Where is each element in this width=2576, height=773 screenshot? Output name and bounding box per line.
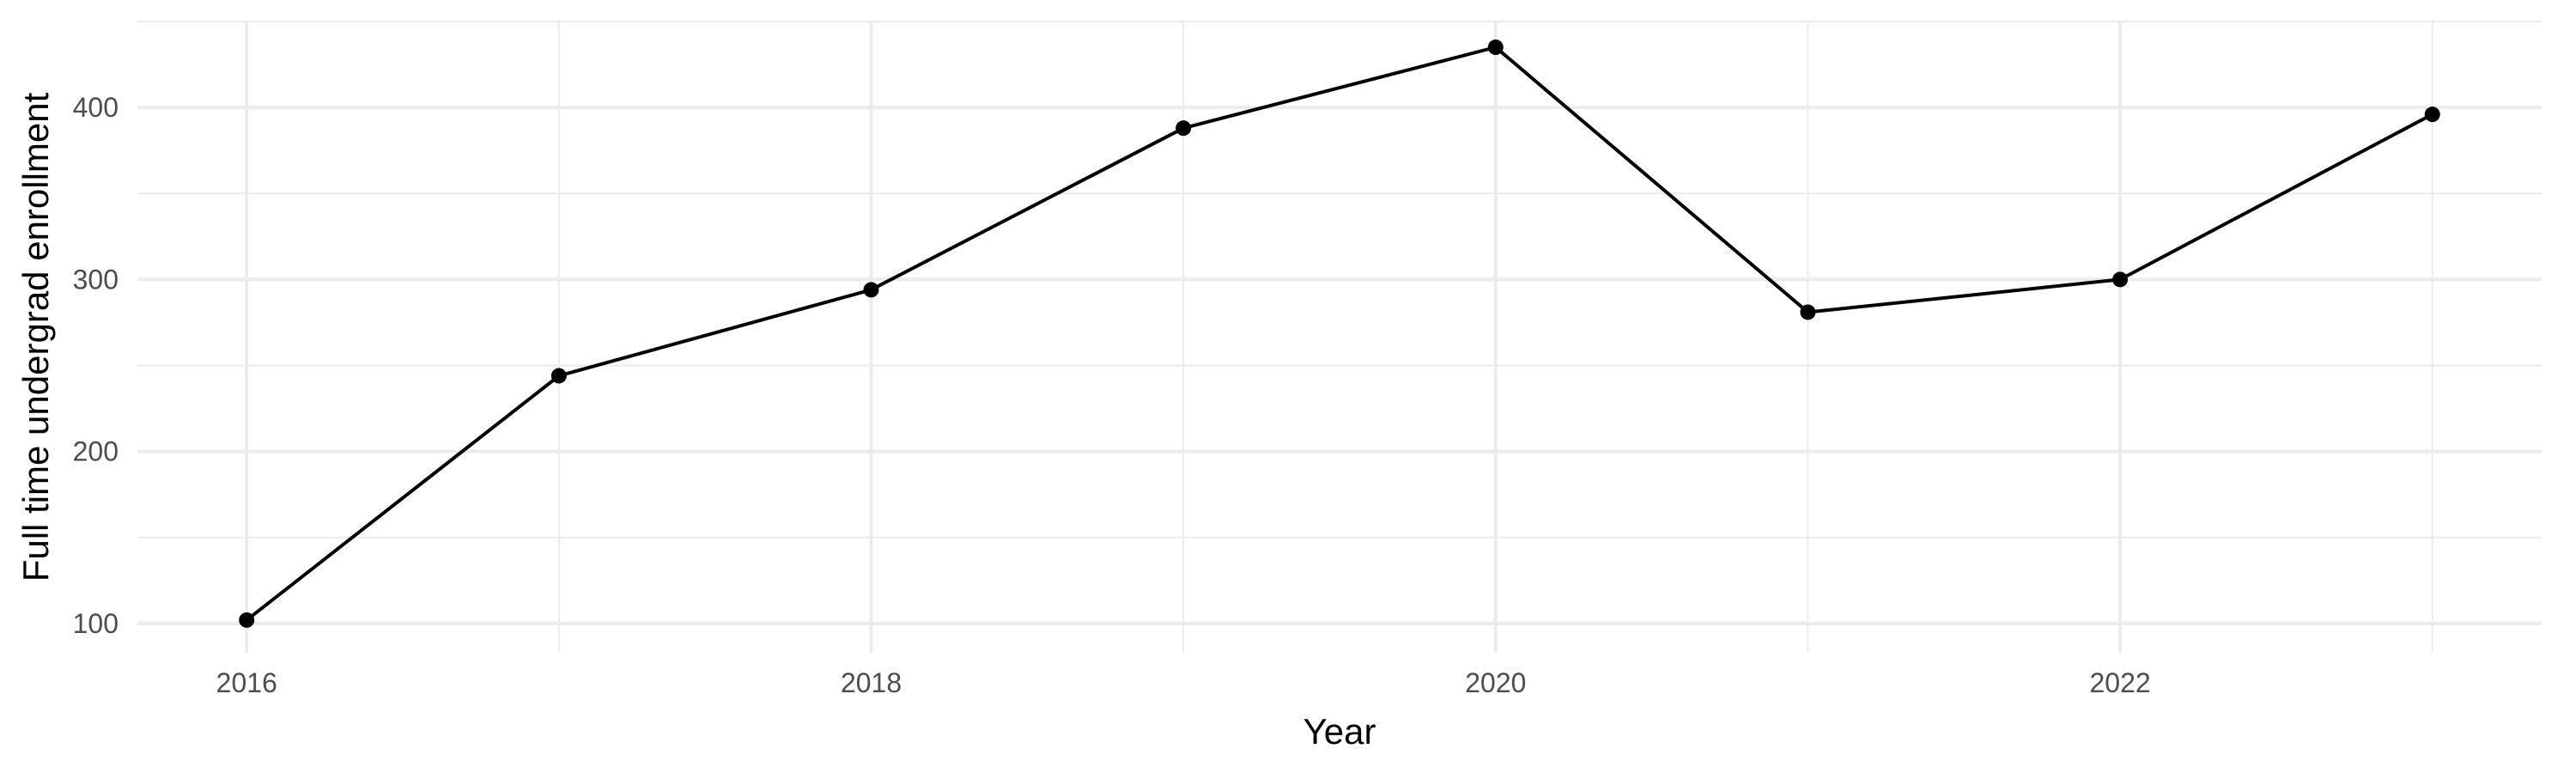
- series-line: [246, 46, 2433, 622]
- x-tick-label: 2022: [2089, 667, 2150, 698]
- y-tick-label: 400: [73, 92, 118, 123]
- data-point: [1176, 120, 1192, 137]
- y-tick-label: 300: [73, 264, 118, 295]
- data-point: [1487, 40, 1504, 56]
- tick-labels: 2016 2018 2020 2022 100 200 300 400: [73, 92, 2151, 698]
- data-point: [863, 282, 879, 298]
- grid: [137, 21, 2542, 653]
- x-tick-label: 2016: [216, 667, 277, 698]
- x-tick-label: 2018: [841, 667, 902, 698]
- data-point: [2112, 271, 2129, 288]
- y-axis-title: Full time undergrad enrollment: [15, 92, 56, 581]
- x-axis-title: Year: [1303, 711, 1376, 752]
- data-point: [2424, 107, 2440, 123]
- y-tick-label: 100: [73, 608, 118, 639]
- data-points: [239, 40, 2440, 628]
- x-tick-label: 2020: [1465, 667, 1526, 698]
- data-point: [550, 368, 567, 384]
- data-point: [239, 612, 255, 628]
- y-tick-label: 200: [73, 436, 118, 467]
- data-point: [1800, 304, 1816, 320]
